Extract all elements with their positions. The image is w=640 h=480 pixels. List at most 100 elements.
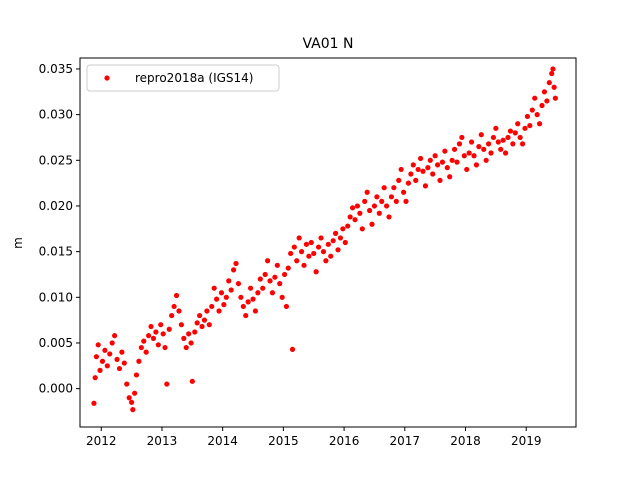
x-tick-label: 2014 (207, 434, 238, 448)
data-point (141, 338, 147, 344)
data-point (495, 139, 501, 145)
data-point (138, 344, 144, 351)
data-point (396, 177, 402, 183)
data-point (288, 250, 294, 257)
y-axis-label: m (11, 237, 25, 249)
data-point (551, 84, 557, 90)
chart-title: VA01 N (303, 36, 354, 52)
plot-area-frame (79, 57, 577, 428)
data-point (148, 323, 154, 330)
data-point (422, 183, 429, 189)
data-point (171, 303, 177, 310)
x-tick-label: 2012 (86, 434, 117, 448)
data-point (381, 185, 387, 191)
data-point (388, 194, 395, 200)
x-tick-label: 2015 (268, 434, 299, 448)
data-point (298, 249, 305, 255)
data-point (369, 221, 375, 227)
data-point (277, 281, 283, 287)
data-point (432, 153, 438, 159)
data-point (340, 226, 346, 232)
data-point (119, 349, 125, 355)
data-point (238, 294, 244, 300)
data-point (552, 95, 558, 101)
x-tick-label: 2018 (450, 434, 481, 448)
y-tick-label: 0.025 (39, 153, 73, 167)
data-point (510, 141, 516, 147)
data-point (252, 308, 259, 314)
data-point (507, 128, 514, 134)
data-point (318, 235, 324, 241)
data-point (447, 174, 453, 180)
data-point (189, 378, 195, 384)
data-point (379, 198, 385, 204)
data-point (95, 342, 101, 348)
data-point (354, 203, 361, 209)
data-point (181, 335, 187, 341)
data-point (107, 351, 113, 357)
data-point (442, 148, 448, 154)
data-point (155, 342, 161, 348)
data-point (216, 308, 222, 314)
data-point (417, 155, 424, 162)
legend-label: repro2018a (IGS14) (135, 71, 253, 85)
data-point (534, 112, 540, 118)
data-point (146, 333, 152, 339)
data-point (99, 358, 106, 364)
data-point (478, 132, 484, 138)
legend: repro2018a (IGS14) (86, 64, 280, 92)
y-tick-label: 0.030 (39, 108, 73, 122)
data-point (315, 244, 322, 250)
data-point (342, 239, 348, 246)
y-tick-label: 0.005 (39, 336, 73, 350)
data-point (349, 205, 356, 211)
data-point (493, 125, 499, 131)
data-point (524, 113, 531, 120)
data-point (323, 258, 329, 264)
data-point (291, 244, 297, 250)
data-point (332, 230, 339, 236)
data-point (364, 189, 370, 195)
data-point (150, 335, 157, 341)
data-point (158, 322, 164, 328)
data-point (517, 134, 523, 141)
data-point (473, 162, 480, 168)
data-point (91, 400, 97, 406)
data-point (328, 253, 334, 259)
data-point (114, 356, 120, 363)
legend-marker (104, 75, 110, 81)
data-point (541, 89, 548, 95)
data-point (169, 312, 175, 319)
data-point (178, 322, 184, 328)
data-point (366, 207, 373, 214)
data-point (483, 157, 489, 163)
data-point (235, 281, 242, 287)
data-point (214, 296, 220, 302)
data-point (456, 141, 463, 147)
data-point (405, 180, 412, 186)
data-point (255, 290, 261, 296)
data-point (260, 285, 266, 291)
data-point (464, 166, 470, 173)
data-point (425, 165, 431, 171)
data-point (226, 278, 232, 284)
data-point (97, 367, 103, 373)
data-point (527, 122, 533, 129)
data-point (408, 171, 414, 177)
data-point (488, 150, 494, 156)
data-point (311, 250, 317, 257)
data-point (211, 285, 217, 291)
data-point (391, 185, 397, 191)
data-point (500, 137, 506, 143)
data-point (272, 274, 278, 280)
data-point (257, 276, 263, 282)
data-point (231, 267, 237, 273)
data-point (459, 134, 465, 141)
data-point (345, 223, 351, 229)
data-point (544, 98, 550, 104)
data-point (490, 134, 497, 141)
data-point (133, 372, 140, 378)
y-tick-label: 0.000 (39, 382, 73, 396)
data-point (413, 177, 419, 183)
